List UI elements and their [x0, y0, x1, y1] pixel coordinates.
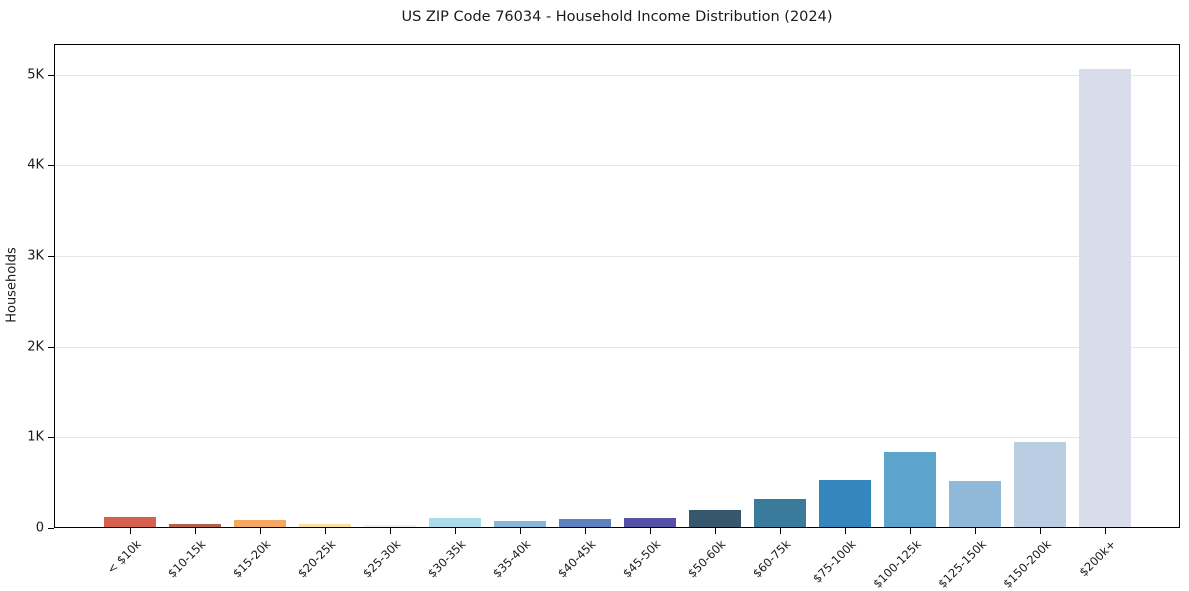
- x-tick-label: $50-60k: [685, 537, 729, 581]
- x-tick-label: $100-125k: [869, 537, 924, 591]
- gridline-4K: [54, 165, 1180, 167]
- bar-$35-40k: [493, 521, 546, 528]
- x-tick-mark: [844, 528, 846, 534]
- bar-$125-150k: [948, 480, 1001, 528]
- x-tick-mark: [259, 528, 261, 534]
- y-tick-label: 1K: [27, 429, 44, 445]
- bar-$25-30k: [363, 525, 416, 528]
- x-tick-label: $20-25k: [295, 537, 339, 581]
- bar-$100-125k: [883, 451, 936, 528]
- x-tick-label: $45-50k: [620, 537, 664, 581]
- y-tick-label: 0: [35, 520, 44, 536]
- x-tick-mark: [779, 528, 781, 534]
- x-tick-mark: [519, 528, 521, 534]
- x-tick-mark: [714, 528, 716, 534]
- bar-$20-25k: [298, 523, 351, 528]
- gridline-5K: [54, 74, 1180, 76]
- x-tick-mark: [454, 528, 456, 534]
- y-tick-label: 2K: [27, 339, 44, 355]
- y-tick-label: 4K: [27, 157, 44, 173]
- bar-$15-20k: [233, 519, 286, 528]
- x-tick-label: $35-40k: [490, 537, 534, 581]
- bar-$150-200k: [1013, 441, 1066, 528]
- y-tick-mark: [48, 437, 54, 439]
- y-tick-label: 3K: [27, 248, 44, 264]
- spine-bottom: [54, 527, 1180, 528]
- x-tick-label: $125-150k: [935, 537, 989, 591]
- y-tick-label: 5K: [27, 67, 44, 83]
- x-tick-mark: [129, 528, 131, 534]
- bar-$10-15k: [168, 524, 221, 528]
- x-tick-label: $60-75k: [750, 537, 794, 581]
- x-tick-mark: [584, 528, 586, 534]
- x-tick-mark: [909, 528, 911, 534]
- x-tick-label: $40-45k: [555, 537, 599, 581]
- x-tick-mark: [974, 528, 976, 534]
- bar-$45-50k: [623, 517, 676, 528]
- x-tick-label: $30-35k: [425, 537, 469, 581]
- bar-$30-35k: [428, 518, 481, 528]
- x-tick-mark: [649, 528, 651, 534]
- gridline-2K: [54, 346, 1180, 348]
- bar-$200k+: [1078, 69, 1131, 528]
- spine-top: [54, 44, 1180, 45]
- bar-< $10k: [103, 517, 156, 528]
- x-tick-mark: [1104, 528, 1106, 534]
- bar-$40-45k: [558, 519, 611, 528]
- y-tick-mark: [48, 74, 54, 76]
- bar-$60-75k: [753, 499, 806, 528]
- spine-right: [1179, 44, 1180, 528]
- y-tick-mark: [48, 346, 54, 348]
- x-tick-label: < $10k: [103, 537, 144, 577]
- chart-title: US ZIP Code 76034 - Household Income Dis…: [401, 9, 833, 25]
- gridline-3K: [54, 256, 1180, 258]
- bar-$50-60k: [688, 510, 741, 528]
- spine-left: [54, 44, 55, 528]
- bar-$75-100k: [818, 479, 871, 528]
- x-tick-label: $75-100k: [810, 537, 859, 586]
- x-tick-mark: [1039, 528, 1041, 534]
- x-tick-label: $10-15k: [164, 537, 209, 581]
- y-tick-mark: [48, 256, 54, 258]
- x-tick-label: $200k+: [1076, 537, 1119, 580]
- y-axis-label: Households: [4, 247, 20, 323]
- x-tick-label: $25-30k: [360, 537, 404, 581]
- x-tick-mark: [324, 528, 326, 534]
- x-tick-label: $15-20k: [230, 537, 274, 581]
- plot-area: [54, 44, 1180, 528]
- y-tick-mark: [48, 165, 54, 167]
- y-tick-mark: [48, 528, 54, 529]
- gridline-1K: [54, 437, 1180, 439]
- x-tick-label: $150-200k: [1000, 537, 1054, 591]
- x-tick-mark: [389, 528, 391, 534]
- x-tick-mark: [194, 528, 196, 534]
